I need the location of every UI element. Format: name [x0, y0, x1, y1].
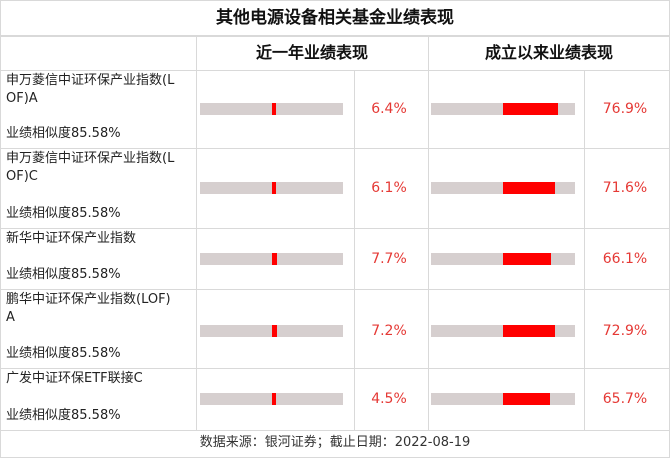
- grid-hline: [0, 368, 670, 369]
- fund-name: 鹏华中证环保产业指数(LOF): [6, 292, 171, 307]
- similarity-label: 业绩相似度85.58%: [6, 346, 121, 361]
- chart-title: 其他电源设备相关基金业绩表现: [0, 0, 670, 36]
- since-bar: [503, 182, 555, 194]
- recent-bar: [271, 253, 277, 265]
- fund-name-cont: OF)C: [6, 169, 38, 184]
- since-bar: [503, 253, 551, 265]
- grid-hline: [0, 70, 670, 71]
- recent-value-label: 4.5%: [371, 391, 407, 407]
- grid-hline: [0, 148, 670, 149]
- recent-value-label: 7.2%: [371, 323, 407, 339]
- since-value-label: 76.9%: [602, 101, 648, 117]
- similarity-label: 业绩相似度85.58%: [6, 408, 121, 423]
- grid-hline: [0, 228, 670, 229]
- grid-hline: [0, 36, 670, 37]
- header-since: 成立以来业绩表现: [484, 43, 613, 62]
- grid-vline: [584, 70, 585, 430]
- recent-bar: [271, 182, 276, 194]
- since-bar: [503, 103, 559, 115]
- since-bar-track: [431, 253, 575, 265]
- since-bar-track: [431, 393, 575, 405]
- since-value-label: 65.7%: [602, 391, 648, 407]
- since-bar-track: [431, 325, 575, 337]
- recent-bar-track: [200, 393, 343, 405]
- recent-bar: [271, 393, 276, 405]
- fund-name: 广发中证环保ETF联接C: [6, 371, 143, 386]
- fund-name: 新华中证环保产业指数: [6, 231, 137, 246]
- fund-name: 申万菱信中证环保产业指数(L: [6, 73, 175, 88]
- recent-bar-track: [200, 253, 343, 265]
- since-value-label: 72.9%: [602, 323, 648, 339]
- recent-value-label: 6.1%: [371, 180, 407, 196]
- recent-bar-track: [200, 325, 343, 337]
- similarity-label: 业绩相似度85.58%: [6, 267, 121, 282]
- recent-bar: [271, 103, 277, 115]
- fund-name: 申万菱信中证环保产业指数(L: [6, 151, 175, 166]
- grid-vline: [428, 36, 429, 430]
- recent-value-label: 6.4%: [371, 101, 407, 117]
- fund-name-cont: A: [6, 310, 15, 325]
- recent-bar: [271, 325, 277, 337]
- similarity-label: 业绩相似度85.58%: [6, 206, 121, 221]
- recent-value-label: 7.7%: [371, 251, 407, 267]
- grid-vline: [354, 70, 355, 430]
- similarity-label: 业绩相似度85.58%: [6, 126, 121, 141]
- fund-name-cont: OF)A: [6, 91, 38, 106]
- since-value-label: 66.1%: [602, 251, 648, 267]
- since-bar: [503, 325, 556, 337]
- header-recent: 近一年业绩表现: [255, 43, 368, 62]
- recent-bar-track: [200, 103, 343, 115]
- since-bar: [503, 393, 551, 405]
- grid-hline: [0, 430, 670, 431]
- grid-vline: [196, 36, 197, 430]
- grid-hline: [0, 289, 670, 290]
- since-bar-track: [431, 182, 575, 194]
- since-value-label: 71.6%: [602, 180, 648, 196]
- source-footer: 数据来源：银河证券；截止日期：2022-08-19: [199, 435, 471, 450]
- recent-bar-track: [200, 182, 343, 194]
- since-bar-track: [431, 103, 575, 115]
